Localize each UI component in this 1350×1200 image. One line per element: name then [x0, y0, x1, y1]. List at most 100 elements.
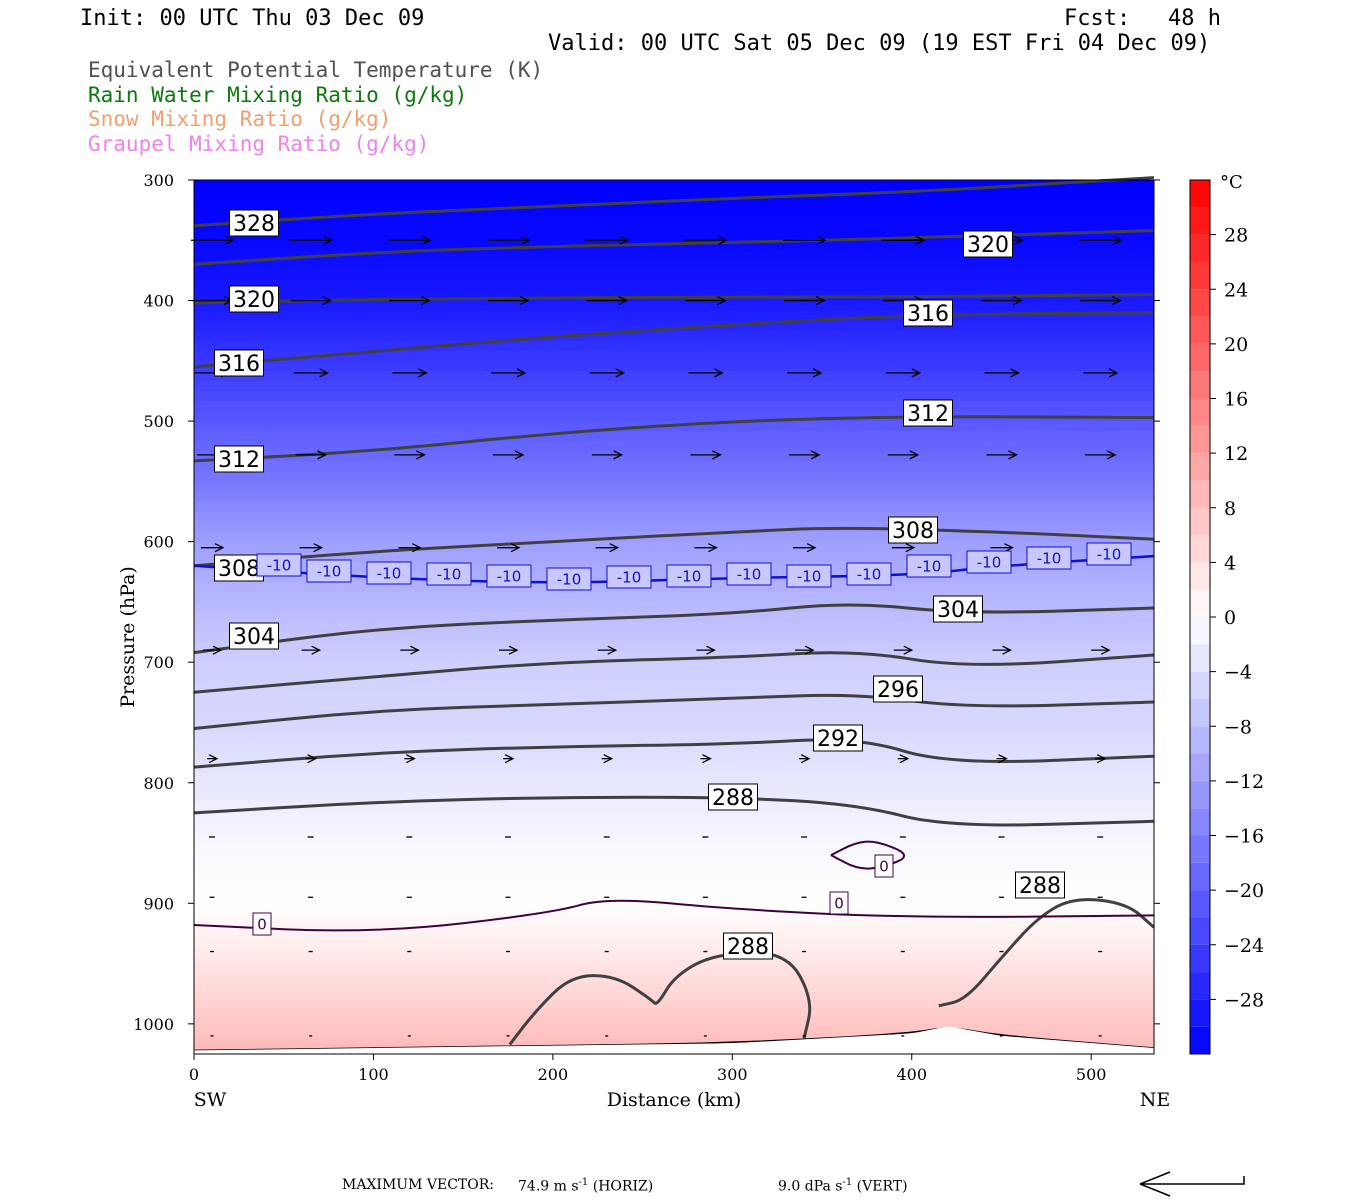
wind-vector-head — [514, 450, 525, 460]
wind-vector-head — [1106, 450, 1117, 460]
theta-e-label-box — [1015, 871, 1065, 899]
isotherm-minus10-label-box — [966, 550, 1012, 574]
temperature-band — [194, 461, 1154, 472]
temperature-band — [194, 742, 1154, 754]
temperature-band — [194, 843, 1154, 854]
wind-vector-head — [212, 645, 223, 655]
isotherm-zero-label-box — [874, 854, 894, 878]
wind-vector-head — [708, 543, 718, 553]
wind-vector-head — [1112, 235, 1123, 245]
wind-vector-head — [905, 543, 916, 553]
temperature-band — [194, 280, 1154, 292]
temperature-band — [194, 951, 1154, 959]
isotherm-minus10-label: -10 — [377, 564, 402, 582]
temperature-band — [194, 190, 1154, 201]
y-tick-label: 700 — [143, 653, 174, 672]
temperature-band — [194, 927, 1154, 934]
wind-vector-head — [618, 295, 629, 306]
temperature-band — [194, 939, 1154, 947]
temperature-band — [194, 220, 1154, 231]
temperature-band — [194, 390, 1154, 402]
temperature-band — [194, 380, 1154, 392]
isotherm-minus10-label-box — [726, 562, 772, 586]
temperature-band — [194, 802, 1154, 814]
isotherm-minus10-label: -10 — [497, 567, 522, 585]
temperature-band — [194, 1007, 1154, 1017]
theta-e-label: 308 — [218, 557, 260, 582]
colorbar-tick-label: −4 — [1224, 662, 1252, 684]
theta-e-contour — [193, 311, 1155, 369]
temperature-band — [194, 330, 1154, 342]
temperature-band — [194, 591, 1154, 603]
temperature-band — [194, 963, 1154, 971]
temperature-band — [194, 969, 1154, 977]
temperature-band — [194, 320, 1154, 332]
temperature-band — [194, 180, 1154, 191]
vert-exponent: -1 — [842, 1177, 853, 1188]
temperature-band — [194, 521, 1154, 533]
theta-e-label: 308 — [892, 519, 934, 544]
temperature-band — [194, 622, 1154, 633]
theta-e-label-box — [888, 516, 938, 544]
colorbar-swatch — [1190, 234, 1210, 262]
wind-vector-head — [804, 645, 815, 655]
isotherm-minus10-label-box — [786, 564, 832, 588]
theta-e-label: 320 — [233, 288, 275, 313]
temperature-band — [194, 822, 1154, 834]
colorbar-swatch — [1190, 589, 1210, 617]
temperature-band — [194, 999, 1154, 1009]
wind-vector-head — [224, 235, 235, 245]
colorbar-swatch — [1190, 808, 1210, 836]
y-tick-label: 400 — [143, 292, 174, 311]
temperature-band — [194, 921, 1154, 928]
wind-vector-head — [609, 543, 620, 553]
isotherm-minus10-label: -10 — [737, 565, 762, 583]
temperature-band — [194, 903, 1154, 910]
wind-vector-head — [816, 235, 827, 245]
colorbar-tick-label: −24 — [1224, 935, 1264, 957]
isotherm-zero-label: 0 — [834, 894, 844, 912]
wind-vector-head — [1100, 645, 1111, 655]
colorbar-swatch — [1190, 480, 1210, 508]
temperature-band — [194, 551, 1154, 563]
y-tick-label: 800 — [143, 774, 174, 793]
isotherm-minus10-label: -10 — [1097, 545, 1122, 563]
wind-vector-head — [998, 754, 1008, 764]
forecast-hour: 48 h — [1168, 6, 1221, 31]
theta-e-label-box — [963, 230, 1013, 258]
wind-vector-head — [504, 754, 515, 764]
temperature-band — [194, 370, 1154, 382]
temperature-band — [194, 732, 1154, 744]
y-tick-label: 600 — [143, 533, 174, 552]
temperature-band — [194, 945, 1154, 953]
temperature-band — [194, 260, 1154, 271]
colorbar-swatch — [1190, 343, 1210, 372]
temperature-band — [194, 491, 1154, 502]
theta-e-contour — [193, 176, 1155, 228]
isotherm-minus10-label-box — [1086, 542, 1132, 566]
temperature-band — [194, 752, 1154, 764]
x-tick-label: 0 — [189, 1065, 199, 1084]
y-axis-label: Pressure (hPa) — [117, 566, 139, 708]
isotherm-minus10-label: -10 — [317, 562, 342, 580]
isotherm-zero-label: 0 — [257, 915, 267, 933]
temperature-band — [194, 441, 1154, 452]
temperature-band — [194, 310, 1154, 322]
temperature-band — [194, 1023, 1154, 1030]
wind-vector-head — [311, 645, 322, 655]
colorbar-tick-label: 0 — [1224, 607, 1236, 629]
wind-vector-head — [516, 368, 527, 378]
theta-e-contour — [193, 651, 1155, 694]
theta-e-label-box — [214, 349, 264, 377]
field-graupel: Graupel Mixing Ratio (g/kg) — [88, 132, 430, 156]
sw-label: SW — [194, 1089, 227, 1111]
temperature-band — [194, 983, 1154, 993]
colorbar-tick-label: 20 — [1224, 334, 1248, 356]
isotherm-minus10-label-box — [666, 564, 712, 588]
wind-vector-head — [815, 295, 826, 306]
colorbar-swatch — [1190, 535, 1210, 563]
wind-vector-head — [422, 235, 432, 245]
temperature-band — [194, 712, 1154, 723]
isotherm-zero-label-box — [252, 912, 272, 936]
wind-vector-head — [313, 543, 324, 553]
